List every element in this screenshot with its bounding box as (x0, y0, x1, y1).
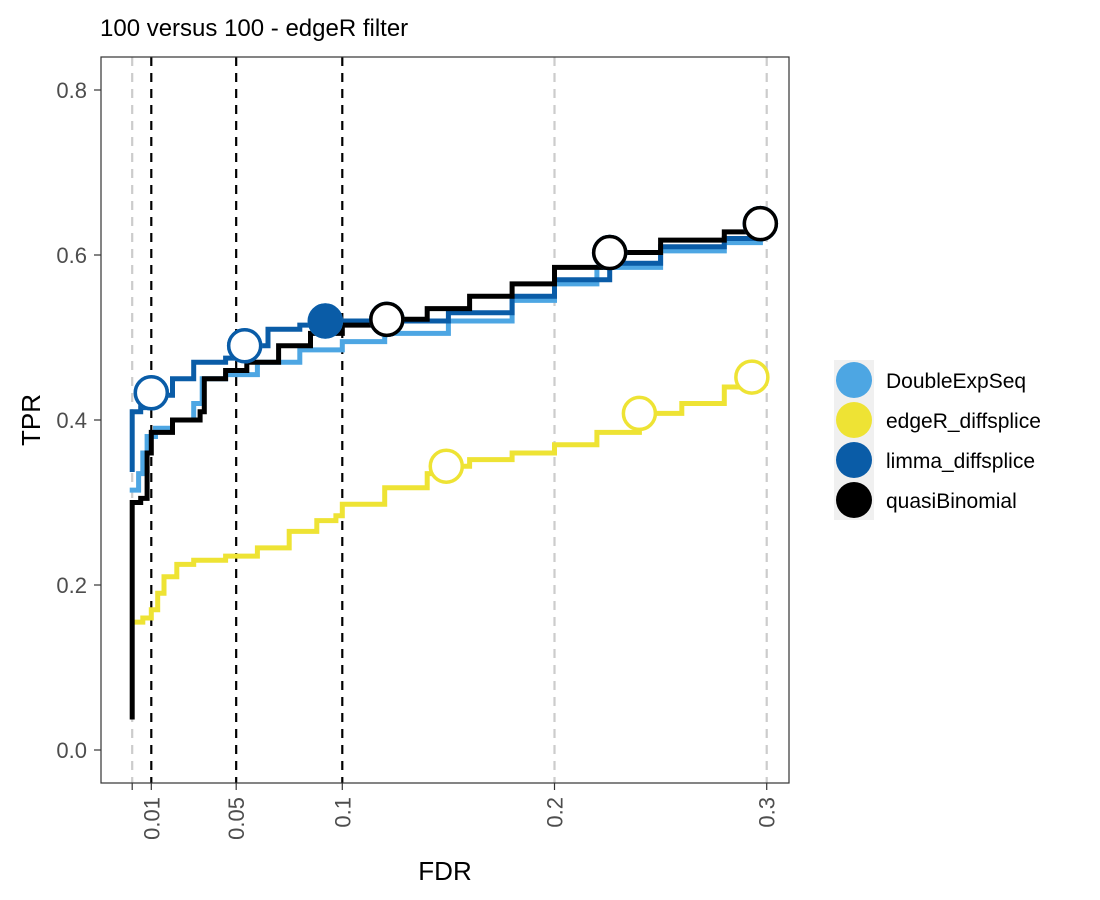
legend-key-edger-diffsplice (836, 402, 872, 438)
legend: DoubleExpSeq edgeR_diffsplice limma_diffsp… (834, 360, 1041, 520)
plot-panel-border (100, 56, 790, 784)
x-tick-label-3: 0.1 (330, 797, 355, 828)
point-limma-diffsplice-0 (133, 375, 170, 411)
x-tick-label-4: 0.2 (543, 797, 568, 828)
series-line-edger-diffsplice (133, 374, 755, 625)
point-limma-diffsplice-2 (307, 303, 344, 339)
legend-key-limma-diffsplice (836, 442, 872, 478)
legend-label-quasibinomial: quasiBinomial (886, 490, 1017, 513)
y-axis-title: TPR (16, 394, 46, 446)
y-tick-label-4: 0.8 (56, 78, 87, 103)
legend-label-doubleexpseq: DoubleExpSeq (886, 370, 1026, 393)
legend-label-edger-diffsplice: edgeR_diffsplice (886, 410, 1041, 433)
point-quasibinomial-0 (369, 301, 405, 338)
legend-key-quasibinomial (836, 482, 872, 518)
x-axis: 0.01 0.05 0.1 0.2 0.3 (131, 783, 780, 840)
y-axis: 0.0 0.2 0.4 0.6 0.8 (56, 78, 101, 763)
point-edger-diffsplice-0 (428, 448, 465, 484)
y-tick-label-2: 0.4 (56, 408, 87, 433)
x-tick-label-2: 0.05 (224, 797, 249, 840)
y-tick-label-1: 0.2 (56, 573, 87, 598)
threshold-lines (131, 57, 768, 783)
point-edger-diffsplice-2 (734, 359, 770, 395)
x-tick-label-5: 0.3 (755, 797, 780, 828)
x-tick-label-1: 0.01 (139, 797, 164, 840)
point-limma-diffsplice-1 (226, 328, 263, 364)
point-edger-diffsplice-1 (621, 395, 658, 432)
legend-label-limma-diffsplice: limma_diffsplice (886, 450, 1035, 473)
point-quasibinomial-1 (591, 234, 628, 271)
chart-title: 100 versus 100 - edgeR filter (100, 15, 408, 42)
legend-key-doubleexpseq (836, 362, 872, 398)
series-points (133, 205, 779, 484)
x-axis-title: FDR (418, 856, 471, 886)
y-tick-label-3: 0.6 (56, 243, 87, 268)
series-line-limma-diffsplice (129, 231, 763, 472)
y-tick-label-0: 0.0 (56, 738, 87, 763)
point-quasibinomial-2 (742, 205, 779, 242)
